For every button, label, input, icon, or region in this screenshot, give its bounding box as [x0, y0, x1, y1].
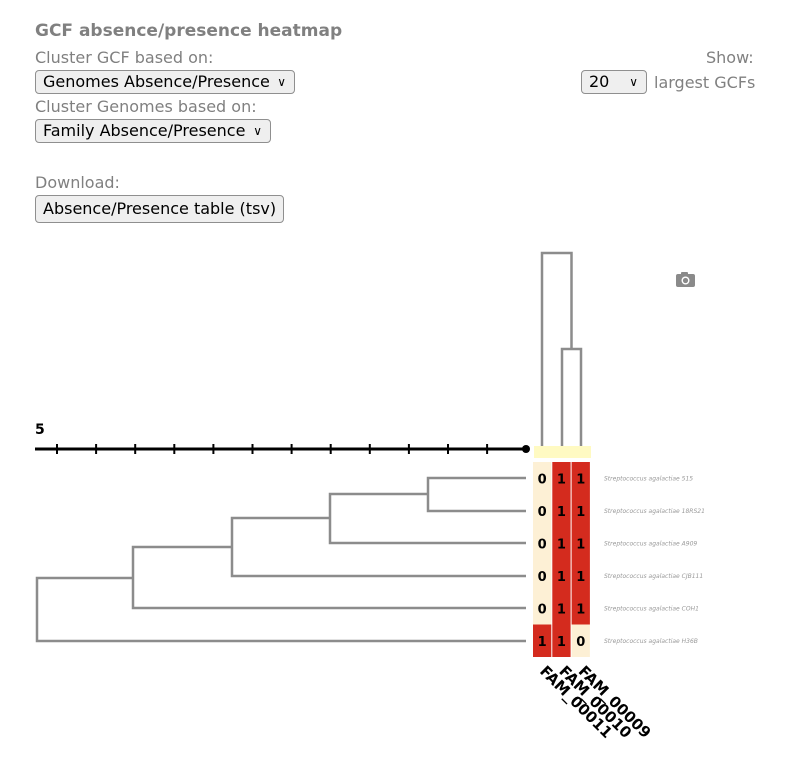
heatmap-cell [533, 624, 552, 657]
cluster-gcf-label: Cluster GCF based on: [35, 48, 214, 67]
genome-label: Streptococcus agalactiae H36B [604, 638, 698, 645]
heatmap-cell-value: 1 [557, 602, 566, 617]
heatmap-cell-value: 1 [576, 602, 585, 617]
show-count-value: 20 [589, 72, 610, 91]
heatmap-cell [571, 592, 590, 625]
heatmap-cell [552, 559, 571, 592]
cluster-genomes-value: Family Absence/Presence [43, 121, 246, 140]
page-title: GCF absence/presence heatmap [35, 21, 343, 41]
cluster-gcf-select[interactable]: Genomes Absence/Presence ∨ [35, 70, 295, 94]
heatmap-cells: 0 1 10 1 10 1 10 1 10 1 11 1 0 [533, 462, 590, 657]
row-labels: Streptococcus agalactiae 515 Streptococcu… [604, 475, 705, 645]
show-label: Show: [706, 48, 754, 67]
genome-label: Streptococcus agalactiae COH1 [604, 605, 699, 612]
heatmap-cell [552, 494, 571, 527]
heatmap-cell [533, 592, 552, 625]
heatmap-cell-value: 0 [576, 635, 585, 650]
heatmap-cell [552, 462, 571, 495]
heatmap-cell [533, 559, 552, 592]
heatmap-cell-value: 1 [557, 570, 566, 585]
heatmap-cell [552, 527, 571, 560]
heatmap-cell-value: 1 [557, 472, 566, 487]
heatmap-cell-value: 0 [538, 570, 547, 585]
heatmap-cell-value: 1 [538, 635, 547, 650]
download-tsv-button[interactable]: Absence/Presence table (tsv) [35, 195, 285, 223]
scale-label: 5 [35, 422, 45, 438]
heatmap-cell-value: 0 [538, 537, 547, 552]
heatmap-cell-value: 1 [576, 570, 585, 585]
heatmap-cell-value: 1 [557, 635, 566, 650]
cluster-gcf-value: Genomes Absence/Presence [43, 72, 270, 91]
column-header-strip [534, 446, 591, 458]
chevron-down-icon: ∨ [277, 75, 286, 89]
heatmap-cell [571, 462, 590, 495]
download-label: Download: [35, 173, 120, 192]
heatmap-cell-value: 0 [538, 602, 547, 617]
heatmap-cell-value: 1 [576, 505, 585, 520]
heatmap-cell [571, 559, 590, 592]
heatmap-cell-value: 0 [538, 472, 547, 487]
scale-bar: 5 [35, 422, 530, 454]
show-suffix: largest GCFs [654, 73, 756, 92]
row-dendrogram [35, 476, 526, 643]
cluster-genomes-select[interactable]: Family Absence/Presence ∨ [35, 119, 271, 143]
heatmap-cell-value: 1 [576, 537, 585, 552]
heatmap-cell [552, 592, 571, 625]
heatmap-cell-value: 0 [538, 505, 547, 520]
heatmap-cell [533, 527, 552, 560]
heatmap-cell [533, 462, 552, 495]
chevron-down-icon: ∨ [629, 75, 638, 89]
heatmap-cell [571, 494, 590, 527]
genome-label: Streptococcus agalactiae A909 [604, 540, 697, 547]
heatmap-cell-value: 1 [557, 537, 566, 552]
column-dendrogram [540, 251, 583, 446]
heatmap-cell [571, 527, 590, 560]
genome-label: Streptococcus agalactiae CJB111 [604, 573, 703, 580]
heatmap-cell-value: 1 [557, 505, 566, 520]
genome-label: Streptococcus agalactiae 515 [604, 475, 693, 482]
heatmap-cell-value: 1 [576, 472, 585, 487]
chevron-down-icon: ∨ [253, 124, 262, 138]
heatmap-cell [533, 494, 552, 527]
cluster-genomes-label: Cluster Genomes based on: [35, 97, 257, 116]
camera-icon[interactable] [676, 272, 695, 287]
show-count-select[interactable]: 20 ∨ [581, 70, 647, 94]
heatmap-cell [571, 624, 590, 657]
heatmap-cell [552, 624, 571, 657]
genome-label: Streptococcus agalactiae 18RS21 [604, 508, 705, 515]
